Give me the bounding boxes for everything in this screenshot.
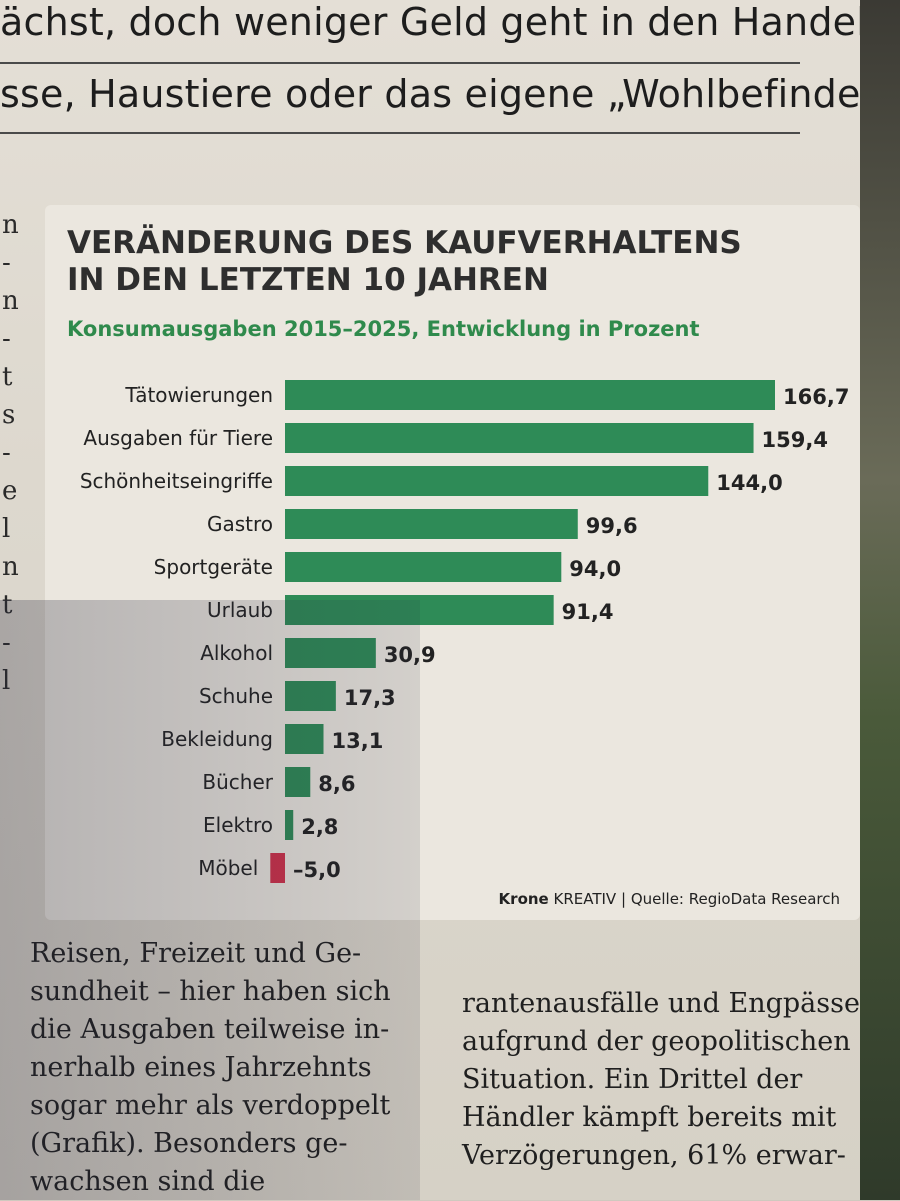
value-label: 30,9 <box>384 643 436 667</box>
bar <box>285 380 775 410</box>
body-text-right: rantenausfälle und Engpässe aufgrund der… <box>462 985 862 1175</box>
chart-title-line-1: VERÄNDERUNG DES KAUFVERHALTENS <box>67 225 742 261</box>
left-column-fragment: t <box>2 362 13 392</box>
chart-card: VERÄNDERUNG DES KAUFVERHALTENS IN DEN LE… <box>45 205 860 920</box>
body-left-line: nerhalb eines Jahrzehnts <box>30 1052 372 1083</box>
left-column-fragment: n <box>2 552 19 582</box>
left-column-fragment: e <box>2 476 18 506</box>
value-label: 13,1 <box>332 729 384 753</box>
category-label: Gastro <box>207 512 273 536</box>
category-label: Schuhe <box>199 684 273 708</box>
left-column-fragment: - <box>2 324 11 354</box>
body-left-line: Reisen, Freizeit und Ge- <box>30 938 362 969</box>
body-right-line: aufgrund der geopolitischen <box>462 1026 851 1057</box>
body-right-line: Verzögerungen, 61% erwar- <box>462 1140 846 1171</box>
value-label: 91,4 <box>562 600 614 624</box>
left-column-fragment: l <box>2 666 11 696</box>
value-label: 166,7 <box>783 385 849 409</box>
body-right-line: Situation. Ein Drittel der <box>462 1064 803 1095</box>
left-column-fragment: s <box>2 400 16 430</box>
category-label: Schönheitseingriffe <box>80 469 273 493</box>
bar <box>285 724 324 754</box>
bar <box>270 853 285 883</box>
category-label: Urlaub <box>207 598 273 622</box>
body-left-line: (Grafik). Besonders ge- <box>30 1128 348 1159</box>
value-label: 144,0 <box>716 471 782 495</box>
body-left-line: wachsen sind die <box>30 1166 266 1197</box>
category-label: Tätowierungen <box>124 383 273 407</box>
category-label: Möbel <box>198 856 258 880</box>
category-label: Ausgaben für Tiere <box>83 426 273 450</box>
bar-chart: Tätowierungen 166,7 Ausgaben für Tiere 159,… <box>80 380 849 883</box>
bar <box>285 681 336 711</box>
left-column-fragment: n <box>2 286 19 316</box>
source-separator: | <box>620 890 627 908</box>
chart-title-line-2: IN DEN LETZTEN 10 JAHREN <box>67 262 549 298</box>
left-column-fragment: n <box>2 210 19 240</box>
value-label: 159,4 <box>762 428 828 452</box>
headline-line-2: sse, Haustiere oder das eigene „Wohlbefi… <box>0 72 900 116</box>
bar <box>285 466 709 496</box>
bar <box>285 423 754 453</box>
background-edge <box>860 0 900 1200</box>
value-label: 94,0 <box>569 557 621 581</box>
value-label: 99,6 <box>586 514 638 538</box>
bar <box>285 810 294 840</box>
left-column-fragment: t <box>2 590 13 620</box>
bar <box>285 638 376 668</box>
value-label: 2,8 <box>301 815 338 839</box>
category-label: Bekleidung <box>161 727 273 751</box>
bar <box>285 552 562 582</box>
left-column-fragment: l <box>2 514 11 544</box>
source-brand-bold: Krone <box>498 890 549 908</box>
left-column-fragment: - <box>2 248 11 278</box>
bar <box>285 767 311 797</box>
left-column-fragment: - <box>2 628 11 658</box>
category-label: Alkohol <box>200 641 273 665</box>
source-text: Quelle: RegioData Research <box>630 890 840 908</box>
value-label: 17,3 <box>344 686 396 710</box>
category-label: Bücher <box>202 770 273 794</box>
body-left-line: die Ausgaben teilweise in- <box>30 1014 390 1045</box>
value-label: 8,6 <box>318 772 355 796</box>
bar <box>285 509 578 539</box>
bar <box>285 595 554 625</box>
category-label: Elektro <box>203 813 273 837</box>
body-text-left: Reisen, Freizeit und Ge- sundheit – hier… <box>30 935 420 1201</box>
value-label: –5,0 <box>293 858 341 882</box>
chart-title: VERÄNDERUNG DES KAUFVERHALTENS IN DEN LE… <box>67 225 742 299</box>
headline-rule-2 <box>0 132 800 134</box>
chart-subtitle: Konsumausgaben 2015–2025, Entwicklung in… <box>67 317 700 341</box>
category-label: Sportgeräte <box>154 555 273 579</box>
body-right-line: rantenausfälle und Engpässe <box>462 988 860 1019</box>
body-left-line: sogar mehr als verdoppelt <box>30 1090 391 1121</box>
left-column-fragment: - <box>2 438 11 468</box>
body-left-line: sundheit – hier haben sich <box>30 976 391 1007</box>
body-right-line: Händler kämpft bereits mit <box>462 1102 837 1133</box>
source-brand: KREATIV <box>553 890 617 908</box>
headline-rule-1 <box>0 62 800 64</box>
chart-source: Krone KREATIV | Quelle: RegioData Resear… <box>499 890 840 908</box>
headline-line-1: ächst, doch weniger Geld geht in den Han… <box>0 0 880 44</box>
